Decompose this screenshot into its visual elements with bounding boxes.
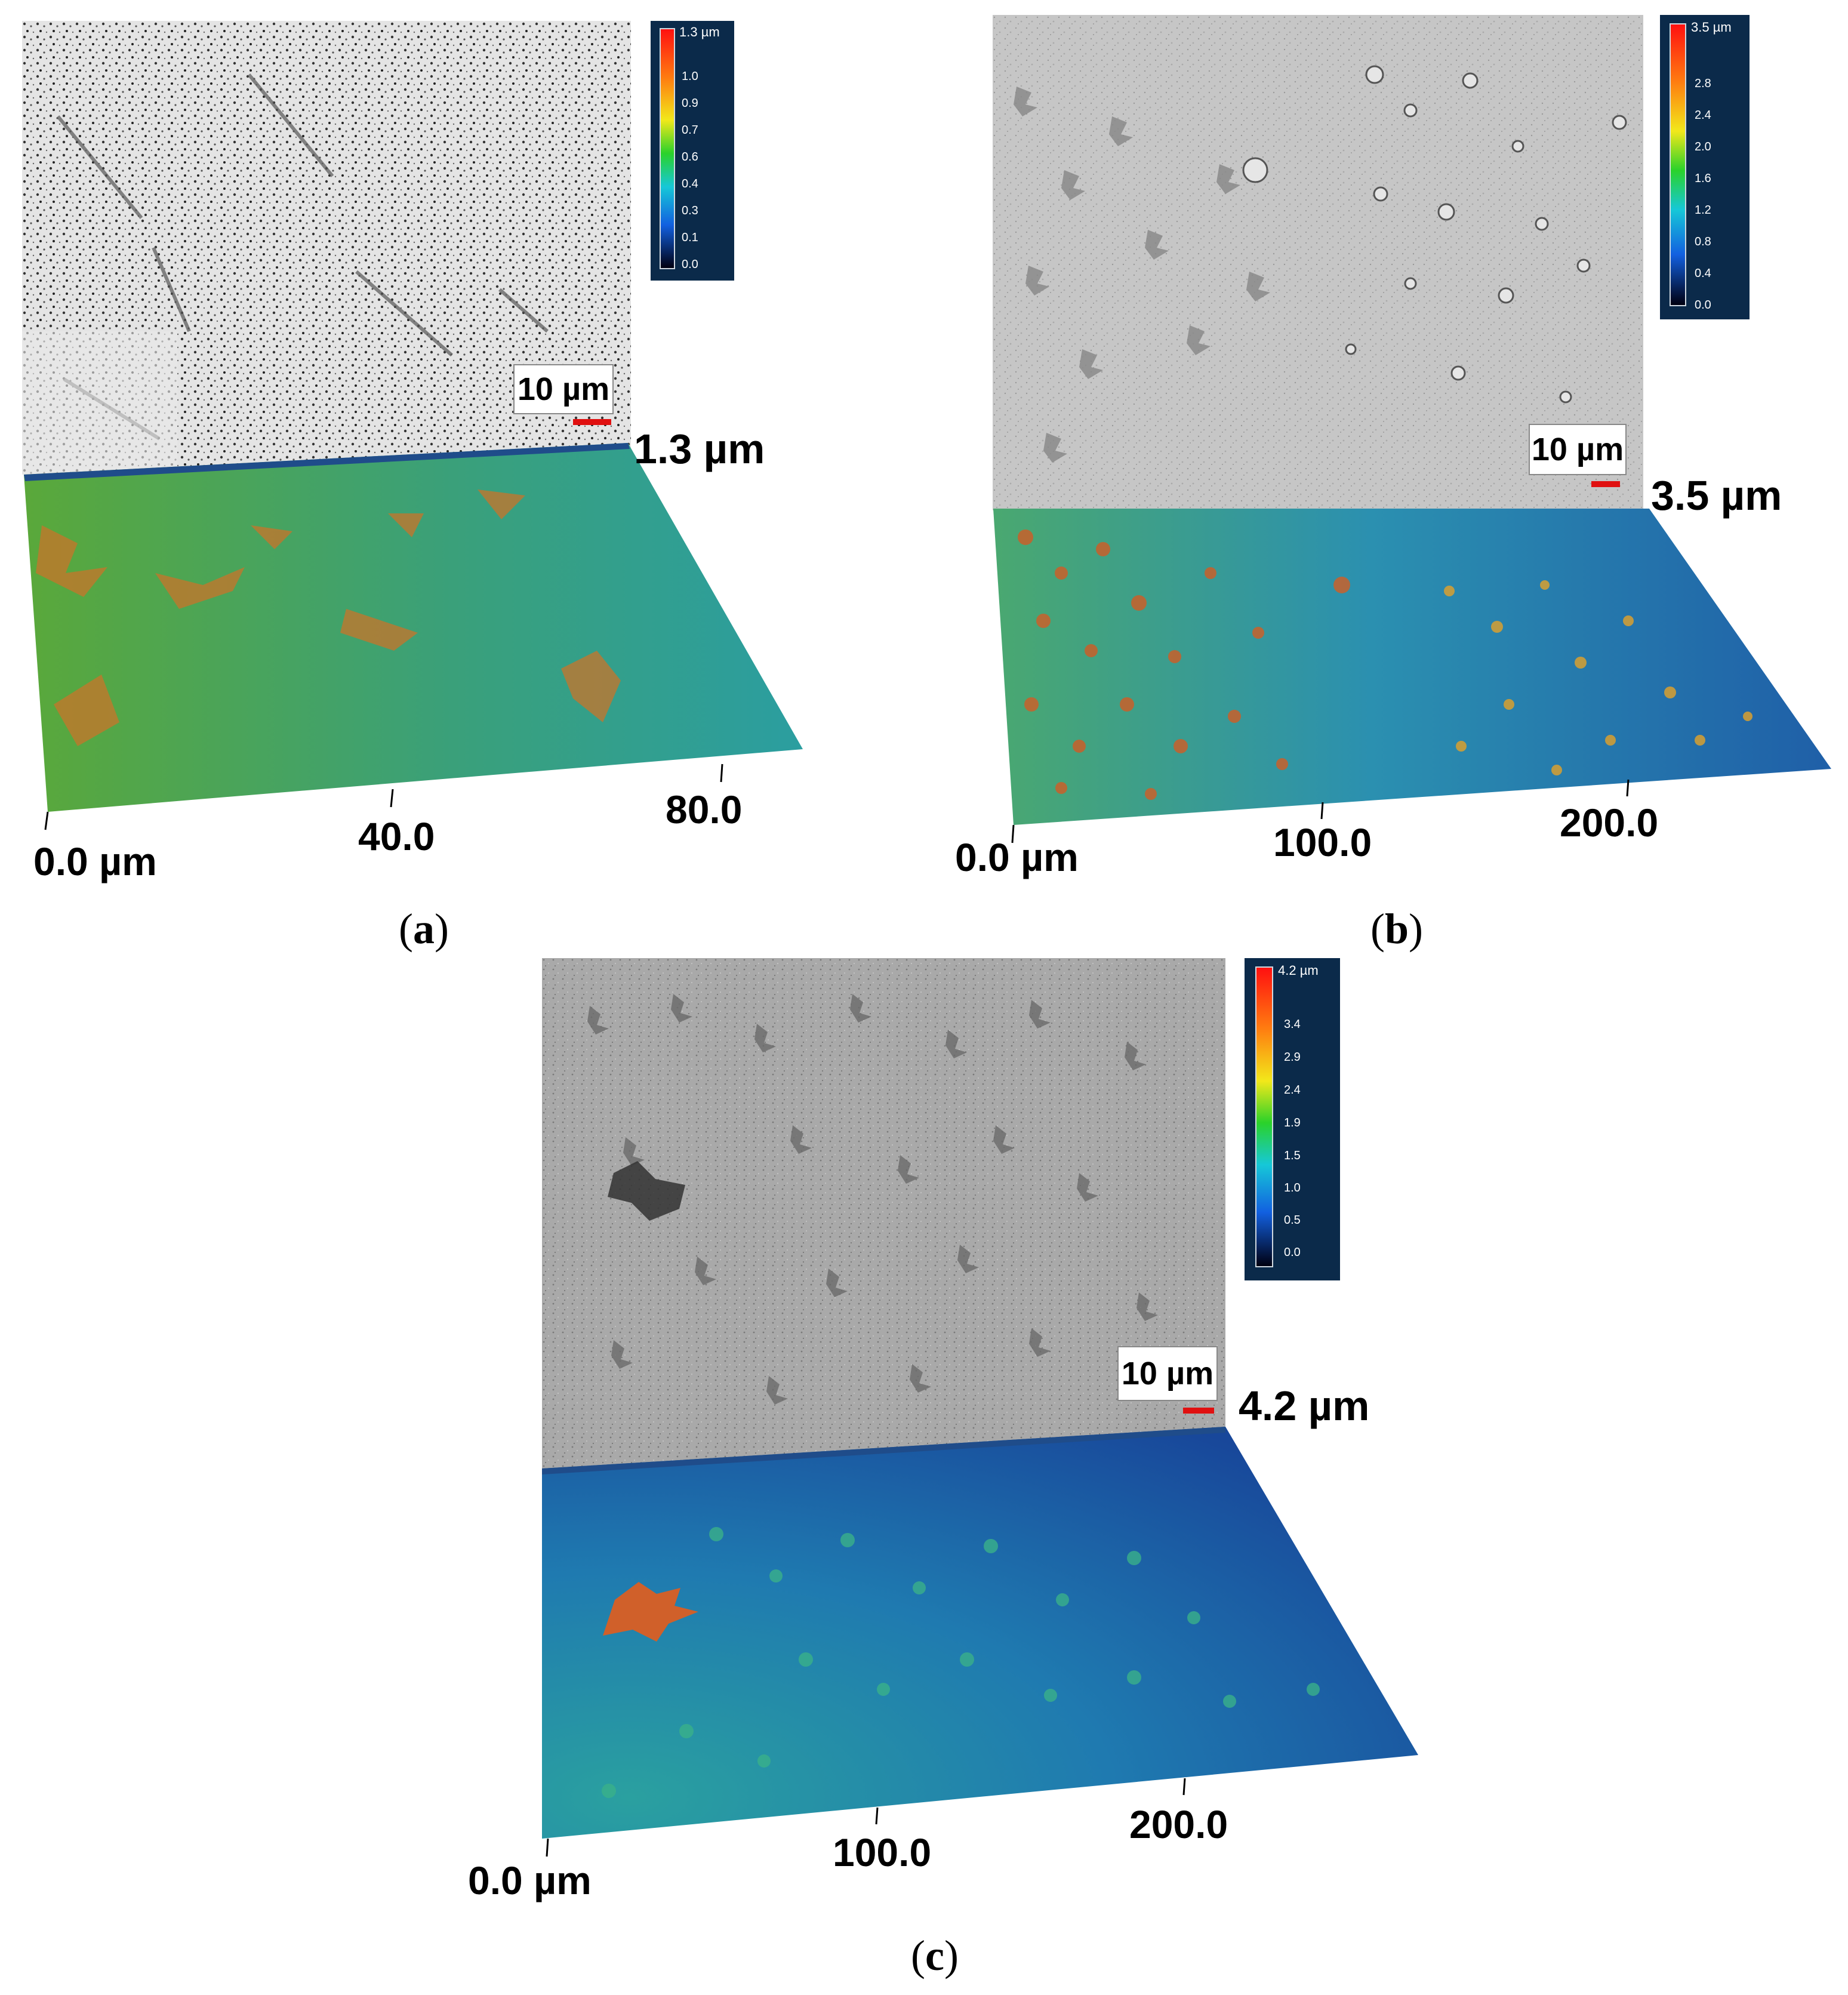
surface-3d-a [24, 443, 803, 830]
colorbar-tick: 2.9 [1284, 1051, 1301, 1064]
caption-c: (c) [911, 1932, 959, 1979]
axis-label-mid: 40.0 [358, 814, 435, 858]
surface-3d-b [993, 509, 1831, 843]
colorbar-tick: 0.4 [1695, 267, 1711, 280]
colorbar-tick: 0.6 [682, 150, 698, 164]
height-label: 1.3 µm [634, 426, 765, 472]
axis-label-mid: 100.0 [1273, 820, 1372, 864]
colorbar-tick: 0.8 [1695, 235, 1711, 248]
colorbar-max-label: 3.5 µm [1691, 20, 1732, 35]
colorbar-gradient [660, 28, 675, 269]
axis-label-end: 200.0 [1129, 1802, 1228, 1846]
colorbar-max-label: 4.2 µm [1278, 963, 1319, 978]
caption-letter: b [1384, 905, 1409, 953]
colorbar-b: 3.5 µm 2.8 2.4 2.0 1.6 1.2 0.8 0.4 0.0 [1660, 15, 1750, 319]
colorbar-tick: 1.0 [1284, 1181, 1301, 1194]
colorbar-tick: 0.3 [682, 204, 698, 217]
micrograph-a [22, 21, 631, 475]
colorbar-tick: 1.0 [682, 70, 698, 83]
height-label: 4.2 µm [1239, 1383, 1370, 1429]
colorbar-tick: 3.4 [1284, 1018, 1301, 1031]
micrograph-c [542, 958, 1225, 1471]
colorbar-gradient [1255, 966, 1273, 1267]
caption-b: (b) [1370, 905, 1424, 953]
axis-label-origin: 0.0 µm [955, 835, 1079, 879]
colorbar-max-label: 1.3 µm [679, 24, 720, 39]
colorbar-tick: 1.6 [1695, 172, 1711, 185]
colorbar-tick: 0.0 [1695, 298, 1711, 312]
panel-a: 1.3 µm 1.0 0.9 0.7 0.6 0.4 0.3 0.1 0.0 1… [0, 0, 924, 955]
colorbar-tick: 2.0 [1695, 140, 1711, 153]
height-label: 3.5 µm [1651, 472, 1782, 519]
colorbar-tick: 0.9 [682, 97, 698, 110]
colorbar-tick: 1.9 [1284, 1116, 1301, 1129]
colorbar-tick: 0.0 [1284, 1246, 1301, 1259]
surface-3d-c [542, 1427, 1418, 1857]
colorbar-tick: 0.4 [682, 177, 698, 190]
axis-label-mid: 100.0 [833, 1830, 932, 1874]
colorbar-tick: 2.8 [1695, 77, 1711, 90]
panel-b: 3.5 µm 2.8 2.4 2.0 1.6 1.2 0.8 0.4 0.0 1… [924, 0, 1848, 955]
colorbar-tick: 0.0 [682, 258, 698, 271]
axis-label-origin: 0.0 µm [468, 1858, 592, 1902]
scale-bar-label: 10 µm [1117, 1346, 1218, 1401]
colorbar-tick: 0.1 [682, 231, 698, 244]
axis-label-end: 80.0 [666, 787, 743, 832]
scale-bar [1591, 481, 1620, 487]
colorbar-tick: 1.5 [1284, 1149, 1301, 1162]
colorbar-tick: 2.4 [1695, 109, 1711, 122]
scale-bar-label: 10 µm [513, 364, 614, 414]
colorbar-tick: 0.5 [1284, 1214, 1301, 1227]
colorbar-tick: 2.4 [1284, 1083, 1301, 1097]
caption-letter: a [412, 905, 435, 953]
caption-letter: c [925, 1932, 944, 1979]
axis-label-origin: 0.0 µm [33, 839, 157, 883]
scale-bar [1183, 1408, 1214, 1414]
panel-c: 4.2 µm 3.4 2.9 2.4 1.9 1.5 1.0 0.5 0.0 1… [0, 955, 1848, 1995]
colorbar-tick: 1.2 [1695, 204, 1711, 217]
colorbar-gradient [1670, 23, 1686, 306]
scale-bar-label: 10 µm [1529, 424, 1627, 475]
caption-a: (a) [399, 905, 449, 953]
colorbar-tick: 0.7 [682, 124, 698, 137]
colorbar-c: 4.2 µm 3.4 2.9 2.4 1.9 1.5 1.0 0.5 0.0 [1245, 958, 1340, 1280]
colorbar-a: 1.3 µm 1.0 0.9 0.7 0.6 0.4 0.3 0.1 0.0 [651, 21, 734, 281]
axis-label-end: 200.0 [1560, 801, 1659, 845]
scale-bar [573, 419, 611, 425]
